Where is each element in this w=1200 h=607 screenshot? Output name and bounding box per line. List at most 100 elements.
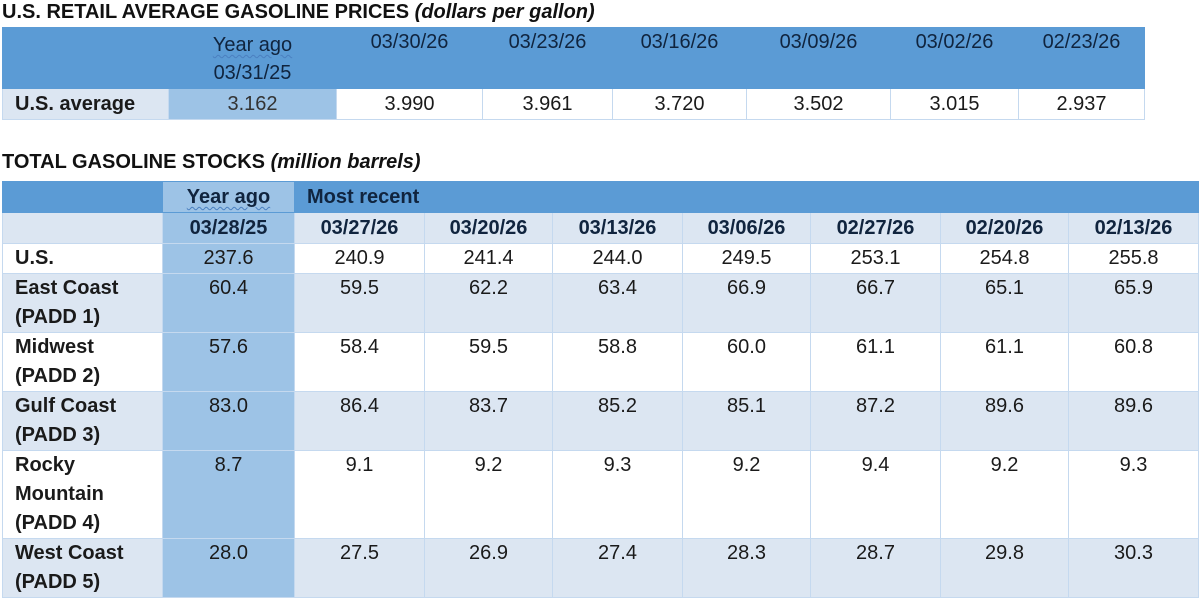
stocks-value-cell: 61.1	[940, 332, 1069, 392]
stocks-value-cell: 255.8	[1067, 243, 1200, 274]
stocks-value-cell: 63.4	[552, 273, 683, 333]
stocks-title-text: TOTAL GASOLINE STOCKS	[2, 151, 265, 173]
gasoline-stocks-table: Year ago Most recent 03/28/25 03/27/26 0…	[2, 181, 1200, 598]
stocks-value-cell: 29.8	[940, 538, 1069, 598]
prices-value-cell: 2.937	[1018, 88, 1145, 120]
stocks-units: (million barrels)	[270, 151, 421, 173]
gasoline-prices-table: Year ago 03/31/25 03/30/26 03/23/26 03/1…	[2, 27, 1145, 120]
stocks-row-label-line: (PADD 5)	[15, 571, 101, 593]
stocks-row: Rocky Mountain (PADD 4) 8.7 9.1 9.2 9.3 9.2 9.4 9…	[2, 450, 1200, 539]
stocks-row-label: U.S.	[2, 243, 163, 274]
stocks-row-label-line: (PADD 4)	[15, 512, 101, 534]
stocks-date-header: 02/27/26	[810, 212, 941, 244]
prices-units: (dollars per gallon)	[414, 1, 595, 23]
prices-title: U.S. RETAIL AVERAGE GASOLINE PRICES (dol…	[2, 1, 595, 24]
stocks-year-ago-value: 60.4	[162, 273, 295, 333]
stocks-date-header: 03/27/26	[294, 212, 425, 244]
stocks-value-cell: 87.2	[810, 391, 941, 451]
prices-title-text: U.S. RETAIL AVERAGE GASOLINE PRICES	[2, 1, 410, 23]
stocks-title: TOTAL GASOLINE STOCKS (million barrels)	[2, 151, 421, 174]
stocks-value-cell: 27.5	[294, 538, 425, 598]
stocks-value-cell: 253.1	[810, 243, 941, 274]
stocks-value-cell: 240.9	[294, 243, 425, 274]
prices-value-cell: 3.990	[336, 88, 483, 120]
stocks-row: Gulf Coast (PADD 3) 83.0 86.4 83.7 85.2 85.1 87…	[2, 391, 1200, 451]
stocks-year-ago-date: 03/28/25	[162, 212, 295, 244]
stocks-date-header: 03/06/26	[682, 212, 811, 244]
stocks-value-cell: 60.0	[682, 332, 811, 392]
prices-us-average-row: U.S. average 3.162 3.990 3.961 3.720 3.5…	[2, 88, 1145, 120]
prices-row-label: U.S. average	[2, 88, 169, 120]
stocks-value-cell: 61.1	[810, 332, 941, 392]
stocks-value-cell: 9.3	[1067, 450, 1200, 539]
stocks-value-cell: 58.4	[294, 332, 425, 392]
prices-value-cell: 3.720	[612, 88, 747, 120]
stocks-value-cell: 241.4	[424, 243, 553, 274]
stocks-date-header: 03/13/26	[552, 212, 683, 244]
stocks-row-label-line: (PADD 1)	[15, 306, 101, 328]
stocks-value-cell: 65.9	[1067, 273, 1200, 333]
stocks-header-row-2: 03/28/25 03/27/26 03/20/26 03/13/26 03/0…	[2, 212, 1200, 244]
stocks-row-label-line: Midwest	[15, 336, 94, 358]
stocks-value-cell: 89.6	[940, 391, 1069, 451]
stocks-row-label: Midwest (PADD 2)	[2, 332, 163, 392]
prices-year-ago-date: 03/31/25	[213, 62, 292, 84]
stocks-value-cell: 59.5	[294, 273, 425, 333]
stocks-value-cell: 9.1	[294, 450, 425, 539]
stocks-most-recent-header: Most recent	[293, 181, 1200, 213]
stocks-row: East Coast (PADD 1) 60.4 59.5 62.2 63.4 66.9 66…	[2, 273, 1200, 333]
stocks-row-label-line: (PADD 2)	[15, 365, 101, 387]
stocks-header-empty	[2, 212, 163, 244]
stocks-header-empty	[2, 181, 163, 213]
stocks-year-ago-header: Year ago	[162, 181, 295, 213]
prices-header-empty	[2, 27, 169, 89]
stocks-row-label-line: West Coast	[15, 542, 124, 564]
stocks-value-cell: 254.8	[940, 243, 1069, 274]
stocks-date-header: 02/13/26	[1067, 212, 1200, 244]
stocks-value-cell: 9.3	[552, 450, 683, 539]
stocks-value-cell: 26.9	[424, 538, 553, 598]
stocks-value-cell: 58.8	[552, 332, 683, 392]
stocks-value-cell: 249.5	[682, 243, 811, 274]
stocks-header-row-1: Year ago Most recent	[2, 181, 1200, 213]
stocks-row-label: Gulf Coast (PADD 3)	[2, 391, 163, 451]
prices-date-header: 03/23/26	[482, 27, 613, 89]
stocks-year-ago-label: Year ago	[186, 186, 271, 208]
stocks-date-header: 03/20/26	[424, 212, 553, 244]
prices-year-ago-header: Year ago 03/31/25	[168, 27, 337, 89]
stocks-value-cell: 66.7	[810, 273, 941, 333]
stocks-row-label-line: Rocky	[15, 454, 76, 476]
stocks-value-cell: 28.3	[682, 538, 811, 598]
stocks-date-header: 02/20/26	[940, 212, 1069, 244]
stocks-value-cell: 85.2	[552, 391, 683, 451]
stocks-value-cell: 9.4	[810, 450, 941, 539]
stocks-value-cell: 28.7	[810, 538, 941, 598]
stocks-value-cell: 9.2	[682, 450, 811, 539]
stocks-value-cell: 9.2	[940, 450, 1069, 539]
prices-date-header: 03/16/26	[612, 27, 747, 89]
stocks-value-cell: 30.3	[1067, 538, 1200, 598]
stocks-value-cell: 244.0	[552, 243, 683, 274]
prices-date-header: 03/02/26	[890, 27, 1019, 89]
prices-date-header: 03/09/26	[746, 27, 891, 89]
stocks-value-cell: 60.8	[1067, 332, 1200, 392]
stocks-value-cell: 59.5	[424, 332, 553, 392]
prices-value-cell: 3.502	[746, 88, 891, 120]
stocks-year-ago-value: 83.0	[162, 391, 295, 451]
prices-value-cell: 3.961	[482, 88, 613, 120]
stocks-row-label-line: (PADD 3)	[15, 424, 101, 446]
stocks-year-ago-value: 28.0	[162, 538, 295, 598]
stocks-row-label: East Coast (PADD 1)	[2, 273, 163, 333]
stocks-value-cell: 89.6	[1067, 391, 1200, 451]
stocks-row: West Coast (PADD 5) 28.0 27.5 26.9 27.4 28.3 28…	[2, 538, 1200, 598]
prices-year-ago-value: 3.162	[168, 88, 337, 120]
stocks-row-label-line: Mountain	[15, 483, 104, 505]
stocks-value-cell: 65.1	[940, 273, 1069, 333]
prices-value-cell: 3.015	[890, 88, 1019, 120]
stocks-value-cell: 85.1	[682, 391, 811, 451]
stocks-value-cell: 62.2	[424, 273, 553, 333]
stocks-row-label-line: U.S.	[15, 247, 54, 269]
stocks-value-cell: 86.4	[294, 391, 425, 451]
stocks-row-label: West Coast (PADD 5)	[2, 538, 163, 598]
stocks-row: U.S. 237.6 240.9 241.4 244.0 249.5 253.1 254.8 2…	[2, 243, 1200, 274]
